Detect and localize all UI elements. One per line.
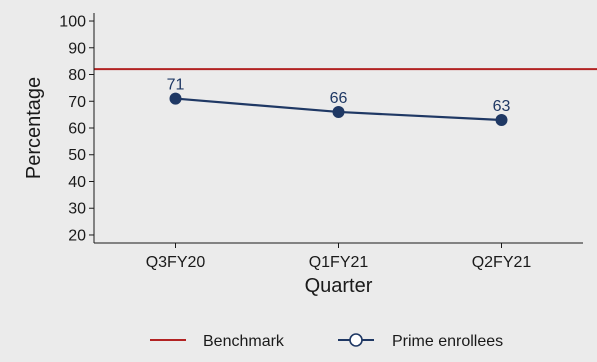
data-label: 66 [330,90,348,107]
series-layer: 71 66 63 [167,77,511,126]
x-tick-label: Q3FY20 [146,254,206,271]
legend-item-prime-enrollees: Prime enrollees [338,333,503,350]
y-tick-label: 90 [68,40,86,57]
y-axis-title: Percentage [23,77,45,179]
y-ticks: 20 30 40 50 60 70 80 90 100 [59,14,94,244]
data-label: 63 [493,98,511,115]
y-tick-label: 100 [59,14,86,31]
y-tick-label: 50 [68,147,86,164]
data-label: 71 [167,77,185,94]
legend-label-benchmark: Benchmark [203,333,285,350]
data-point [495,113,508,126]
y-tick-label: 80 [68,67,86,84]
plot-panel [0,0,597,300]
y-tick-label: 20 [68,227,86,244]
y-tick-label: 30 [68,201,86,218]
legend-background [0,300,597,362]
legend-item-benchmark: Benchmark [150,333,285,350]
x-ticks: Q3FY20 Q1FY21 Q2FY21 [146,243,532,271]
y-tick-label: 60 [68,121,86,138]
legend-label-prime-enrollees: Prime enrollees [392,333,503,350]
x-tick-label: Q1FY21 [309,254,369,271]
x-tick-label: Q2FY21 [472,254,532,271]
data-point [332,105,345,118]
data-point [169,92,182,105]
y-tick-label: 40 [68,174,86,191]
x-axis-title: Quarter [305,275,373,297]
y-tick-label: 70 [68,94,86,111]
legend: Benchmark Prime enrollees [150,333,503,350]
legend-key-prime-enrollees-marker [349,333,363,347]
